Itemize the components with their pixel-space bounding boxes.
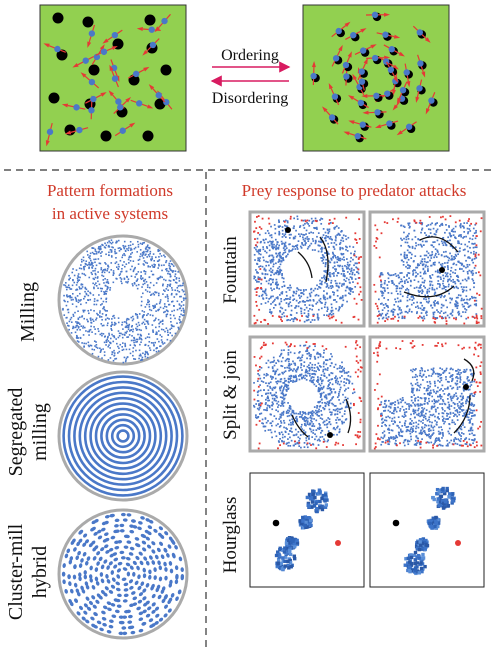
segregated-milling-circle <box>57 370 189 502</box>
fountain-label: Fountain <box>220 236 241 304</box>
split-join-label: Split & join <box>220 350 241 440</box>
simulation-panel <box>368 210 486 328</box>
simulation-panel <box>248 335 366 453</box>
hourglass-label: Hourglass <box>220 497 241 574</box>
ordering-label: Ordering <box>221 47 279 64</box>
disordered-agents <box>43 12 173 147</box>
left-heading-line2: in active systems <box>52 204 168 223</box>
cluster-mill-circle <box>57 508 189 640</box>
segregated-milling-label-line1: Segregated <box>5 388 27 477</box>
right-heading: Prey response to predator attacks <box>242 181 467 200</box>
disordering-label: Disordering <box>212 90 288 107</box>
segregated-milling-label-line2: milling <box>29 403 51 461</box>
ordered-box <box>302 4 450 152</box>
milling-label: Milling <box>17 282 39 342</box>
left-heading-line1: Pattern formations <box>47 181 173 200</box>
simulation-panel <box>249 472 365 588</box>
cluster-mill-label-line1: Cluster-mill <box>5 523 27 620</box>
simulation-panel <box>369 472 485 588</box>
cluster-mill-label-line2: hybrid <box>29 546 51 598</box>
milling-circle <box>57 234 189 366</box>
ordered-agents <box>310 11 438 143</box>
transition-arrows: Ordering Disordering <box>210 47 291 107</box>
simulation-panel <box>248 210 366 328</box>
simulation-panel <box>368 335 486 453</box>
disordered-box <box>39 4 187 152</box>
